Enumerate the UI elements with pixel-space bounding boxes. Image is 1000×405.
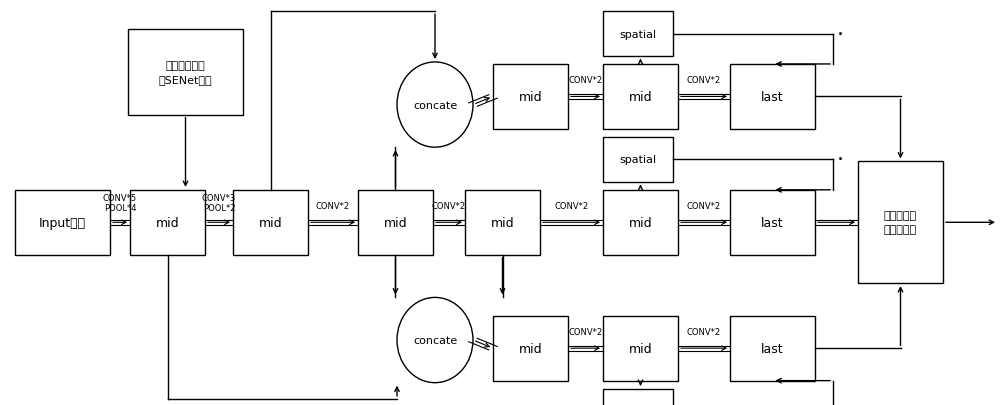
- FancyBboxPatch shape: [858, 162, 943, 284]
- FancyBboxPatch shape: [493, 316, 568, 381]
- Text: mid: mid: [629, 216, 652, 229]
- Text: CONV*2: CONV*2: [554, 202, 589, 211]
- FancyBboxPatch shape: [603, 190, 678, 255]
- Text: CONV*2: CONV*2: [687, 327, 721, 336]
- Ellipse shape: [397, 63, 473, 148]
- Text: mid: mid: [519, 91, 542, 104]
- Text: Input输入: Input输入: [39, 216, 86, 229]
- Text: concate: concate: [413, 100, 457, 110]
- FancyBboxPatch shape: [603, 389, 673, 405]
- FancyBboxPatch shape: [730, 316, 815, 381]
- Text: spatial: spatial: [619, 155, 657, 165]
- Text: spatial: spatial: [619, 30, 657, 39]
- Text: last: last: [761, 91, 784, 104]
- FancyBboxPatch shape: [730, 65, 815, 130]
- FancyBboxPatch shape: [493, 65, 568, 130]
- Text: mid: mid: [491, 216, 514, 229]
- FancyBboxPatch shape: [603, 65, 678, 130]
- Text: concate: concate: [413, 335, 457, 345]
- Text: mid: mid: [259, 216, 282, 229]
- FancyBboxPatch shape: [15, 190, 110, 255]
- Text: mid: mid: [519, 342, 542, 355]
- Text: 特征提取层使
用SENet结构: 特征提取层使 用SENet结构: [159, 61, 212, 85]
- Text: mid: mid: [629, 342, 652, 355]
- FancyBboxPatch shape: [730, 190, 815, 255]
- Text: CONV*2: CONV*2: [687, 76, 721, 85]
- FancyBboxPatch shape: [603, 12, 673, 57]
- Text: CONV*2: CONV*2: [568, 327, 603, 336]
- Text: CONV*2: CONV*2: [687, 202, 721, 211]
- FancyBboxPatch shape: [130, 190, 205, 255]
- Text: mid: mid: [384, 216, 407, 229]
- Text: 特征归一化
及欧式映射: 特征归一化 及欧式映射: [884, 211, 917, 235]
- Text: CONV*3
POOL*2: CONV*3 POOL*2: [202, 193, 236, 213]
- Text: CONV*2: CONV*2: [316, 202, 350, 211]
- FancyBboxPatch shape: [603, 316, 678, 381]
- Text: ·: ·: [837, 401, 844, 405]
- FancyBboxPatch shape: [128, 30, 243, 115]
- FancyBboxPatch shape: [465, 190, 540, 255]
- Text: CONV*2: CONV*2: [432, 202, 466, 211]
- Text: mid: mid: [629, 91, 652, 104]
- Text: CONV*5
POOL*4: CONV*5 POOL*4: [103, 193, 137, 213]
- FancyBboxPatch shape: [358, 190, 433, 255]
- Text: ·: ·: [837, 150, 844, 170]
- Text: last: last: [761, 216, 784, 229]
- FancyBboxPatch shape: [233, 190, 308, 255]
- Text: last: last: [761, 342, 784, 355]
- Text: CONV*2: CONV*2: [568, 76, 603, 85]
- Text: mid: mid: [156, 216, 179, 229]
- FancyBboxPatch shape: [603, 138, 673, 182]
- Ellipse shape: [397, 298, 473, 383]
- Text: ·: ·: [837, 24, 844, 45]
